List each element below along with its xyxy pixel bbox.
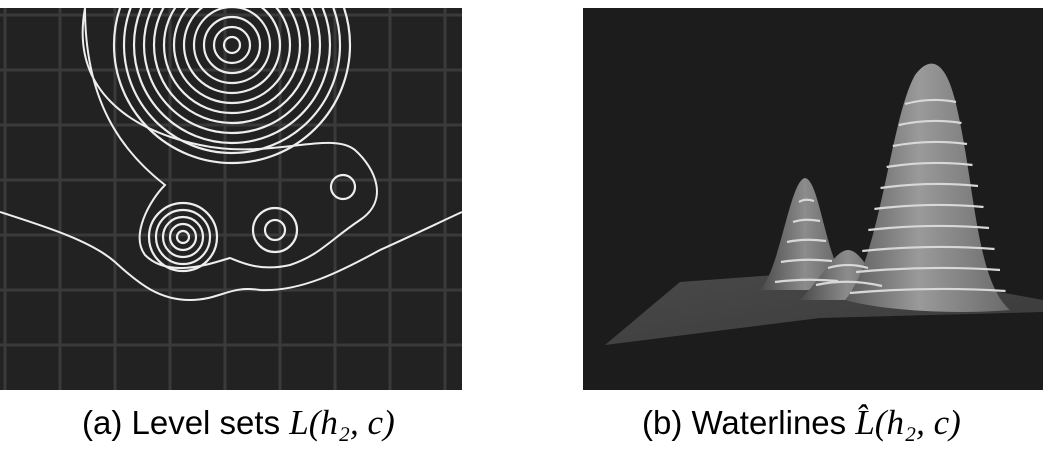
panel-background	[0, 8, 462, 390]
contour	[168, 222, 198, 252]
contour	[147, 201, 219, 273]
contour	[112, 8, 352, 165]
waterline	[786, 238, 827, 244]
waterline	[798, 198, 815, 203]
contour	[154, 208, 212, 266]
waterline	[874, 203, 984, 211]
caption-math: L(h₂, c)	[288, 403, 394, 442]
waterline	[904, 98, 957, 106]
level-set-panel	[0, 7, 463, 390]
waterline	[774, 278, 839, 284]
contour	[263, 218, 287, 242]
contour	[182, 8, 282, 95]
contour	[192, 8, 272, 85]
contour	[122, 8, 342, 155]
contour	[152, 8, 312, 125]
caption: (b) Waterlines L̂(h₂, c)	[642, 402, 961, 442]
contour	[212, 25, 252, 65]
waterline-contour	[0, 211, 463, 302]
contour	[222, 35, 242, 55]
contour	[329, 173, 357, 201]
caption: (a) Level sets L(h₂, c)	[82, 403, 395, 442]
waterline	[898, 119, 962, 127]
waterline	[862, 245, 995, 253]
contour	[162, 8, 302, 115]
caption-label: (b) Waterlines	[642, 404, 846, 441]
waterline	[856, 266, 1001, 274]
waterline	[892, 140, 968, 148]
outer-contour	[81, 7, 378, 270]
contour	[132, 8, 332, 145]
caption-math: L̂(h₂, c)	[854, 402, 960, 442]
waterline	[886, 161, 973, 169]
waterline	[780, 258, 833, 264]
waterline	[880, 182, 979, 190]
contour	[172, 8, 292, 105]
waterline	[792, 218, 821, 224]
waterline	[827, 263, 869, 270]
contour	[142, 8, 322, 135]
caption-label: (a) Level sets	[82, 404, 280, 441]
waterline-panel	[583, 8, 1043, 390]
contour	[175, 229, 191, 245]
waterline	[849, 287, 1006, 295]
waterline	[815, 280, 883, 288]
contour	[202, 15, 262, 75]
contour	[161, 215, 205, 259]
waterline	[868, 224, 990, 232]
contour	[251, 206, 299, 254]
